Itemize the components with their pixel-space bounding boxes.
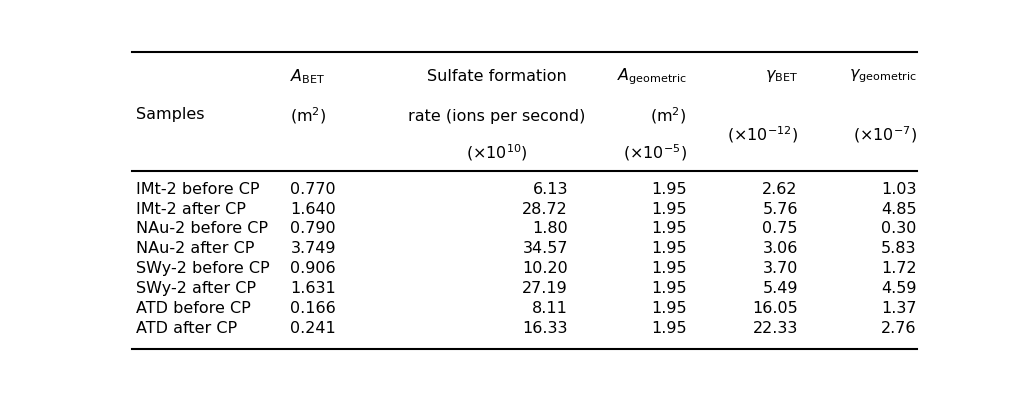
Text: 1.95: 1.95 [652,221,686,236]
Text: $(\times 10^{-12})$: $(\times 10^{-12})$ [726,124,798,145]
Text: 4.85: 4.85 [881,202,917,217]
Text: Sulfate formation: Sulfate formation [427,69,567,84]
Text: 3.70: 3.70 [762,261,798,276]
Text: $\gamma_\mathrm{geometric}$: $\gamma_\mathrm{geometric}$ [849,68,917,85]
Text: $(\mathrm{m}^2)$: $(\mathrm{m}^2)$ [291,106,327,126]
Text: 1.95: 1.95 [652,182,686,197]
Text: 28.72: 28.72 [522,202,568,217]
Text: 1.95: 1.95 [652,320,686,335]
Text: 22.33: 22.33 [753,320,798,335]
Text: IMt-2 after CP: IMt-2 after CP [136,202,246,217]
Text: 16.33: 16.33 [523,320,568,335]
Text: 27.19: 27.19 [522,281,568,296]
Text: 1.72: 1.72 [881,261,917,276]
Text: 2.62: 2.62 [762,182,798,197]
Text: 0.75: 0.75 [762,221,798,236]
Text: $\gamma_\mathrm{BET}$: $\gamma_\mathrm{BET}$ [765,69,798,84]
Text: SWy-2 before CP: SWy-2 before CP [136,261,269,276]
Text: 0.166: 0.166 [291,301,337,316]
Text: 6.13: 6.13 [532,182,568,197]
Text: 1.95: 1.95 [652,261,686,276]
Text: $(\times 10^{10})$: $(\times 10^{10})$ [465,143,528,163]
Text: 2.76: 2.76 [881,320,917,335]
Text: 0.790: 0.790 [291,221,336,236]
Text: Samples: Samples [136,107,205,122]
Text: 1.95: 1.95 [652,202,686,217]
Text: NAu-2 after CP: NAu-2 after CP [136,241,254,256]
Text: 1.631: 1.631 [291,281,337,296]
Text: ATD after CP: ATD after CP [136,320,237,335]
Text: 5.76: 5.76 [762,202,798,217]
Text: 4.59: 4.59 [881,281,917,296]
Text: 10.20: 10.20 [522,261,568,276]
Text: 5.49: 5.49 [762,281,798,296]
Text: 5.83: 5.83 [881,241,917,256]
Text: 1.03: 1.03 [881,182,917,197]
Text: 0.30: 0.30 [882,221,917,236]
Text: 3.06: 3.06 [762,241,798,256]
Text: 8.11: 8.11 [532,301,568,316]
Text: 0.770: 0.770 [291,182,336,197]
Text: 16.05: 16.05 [752,301,798,316]
Text: IMt-2 before CP: IMt-2 before CP [136,182,259,197]
Text: 1.95: 1.95 [652,281,686,296]
Text: $(\times 10^{-7})$: $(\times 10^{-7})$ [853,124,917,145]
Text: 34.57: 34.57 [523,241,568,256]
Text: $A_\mathrm{BET}$: $A_\mathrm{BET}$ [291,67,325,86]
Text: 3.749: 3.749 [291,241,336,256]
Text: SWy-2 after CP: SWy-2 after CP [136,281,256,296]
Text: $(\mathrm{m}^2)$: $(\mathrm{m}^2)$ [651,106,686,126]
Text: 1.640: 1.640 [291,202,337,217]
Text: 1.80: 1.80 [532,221,568,236]
Text: 1.95: 1.95 [652,301,686,316]
Text: ATD before CP: ATD before CP [136,301,251,316]
Text: 1.95: 1.95 [652,241,686,256]
Text: NAu-2 before CP: NAu-2 before CP [136,221,268,236]
Text: $A_\mathrm{geometric}$: $A_\mathrm{geometric}$ [617,66,686,87]
Text: $(\times 10^{-5})$: $(\times 10^{-5})$ [623,143,686,163]
Text: 1.37: 1.37 [881,301,917,316]
Text: 0.906: 0.906 [291,261,336,276]
Text: rate (ions per second): rate (ions per second) [408,109,585,124]
Text: 0.241: 0.241 [291,320,337,335]
